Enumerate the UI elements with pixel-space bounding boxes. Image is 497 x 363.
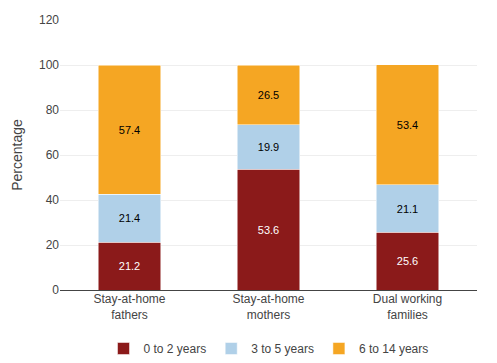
svg-text:19.9: 19.9 [258, 141, 279, 153]
svg-text:60: 60 [46, 148, 60, 162]
svg-text:80: 80 [46, 103, 60, 117]
svg-text:Stay-at-homemothers: Stay-at-homemothers [232, 292, 304, 322]
svg-text:21.1: 21.1 [397, 203, 418, 215]
svg-text:120: 120 [39, 13, 59, 27]
svg-text:25.6: 25.6 [397, 255, 418, 267]
svg-text:0 to 2 years: 0 to 2 years [144, 342, 207, 356]
svg-text:3 to 5 years: 3 to 5 years [251, 342, 314, 356]
svg-text:53.6: 53.6 [258, 224, 279, 236]
svg-text:21.2: 21.2 [119, 260, 140, 272]
svg-text:6 to 14 years: 6 to 14 years [359, 342, 428, 356]
svg-text:Stay-at-homefathers: Stay-at-homefathers [93, 292, 165, 322]
svg-text:21.4: 21.4 [119, 212, 140, 224]
svg-text:Percentage: Percentage [9, 119, 25, 191]
svg-text:26.5: 26.5 [258, 89, 279, 101]
svg-text:100: 100 [39, 58, 59, 72]
svg-text:Dual workingfamilies: Dual workingfamilies [373, 292, 442, 322]
svg-text:53.4: 53.4 [397, 119, 418, 131]
svg-text:0: 0 [52, 283, 59, 297]
svg-text:20: 20 [46, 238, 60, 252]
svg-text:57.4: 57.4 [119, 124, 140, 136]
svg-text:40: 40 [46, 193, 60, 207]
